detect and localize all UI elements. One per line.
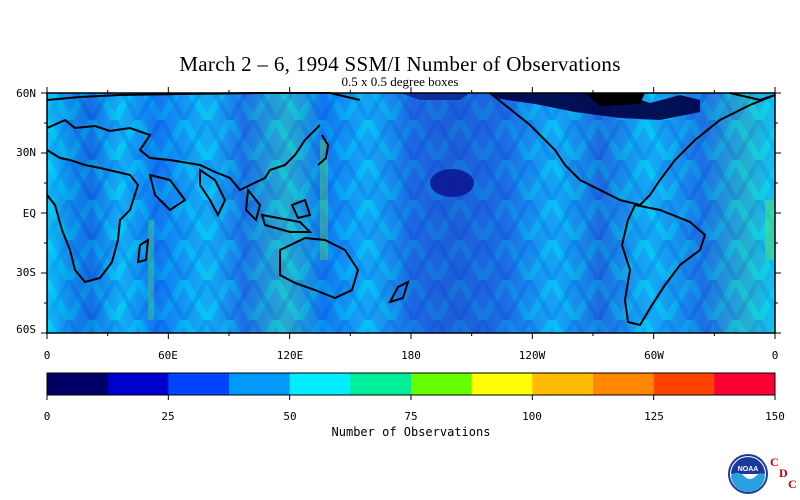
coastlines	[46, 92, 776, 327]
lon-label-0-end: 0	[771, 349, 779, 362]
colorbar-segment	[532, 373, 594, 395]
cdc-letter-c2: C	[788, 477, 797, 491]
map-subtitle: 0.5 x 0.5 degree boxes	[341, 74, 459, 89]
colorbar-segment	[411, 373, 473, 395]
colorbar-segment	[289, 373, 351, 395]
cdc-letter-c1: C	[770, 455, 779, 469]
colorbar-tick-75: 75	[404, 410, 418, 423]
lon-label-120e: 120E	[276, 349, 304, 362]
lat-label-60s: 60S	[16, 323, 36, 336]
lat-label-30s: 30S	[16, 266, 36, 279]
colorbar-tick-100: 100	[522, 410, 542, 423]
cdc-letter-d: D	[779, 466, 788, 480]
colorbar-tick-50: 50	[283, 410, 297, 423]
observation-field	[47, 93, 775, 333]
map-title: March 2 – 6, 1994 SSM/I Number of Observ…	[179, 52, 621, 76]
lat-label-60n: 60N	[16, 87, 36, 100]
colorbar-segment	[229, 373, 291, 395]
noaa-logo-text: NOAA	[738, 466, 759, 473]
colorbar-segment	[714, 373, 776, 395]
lon-label-0: 0	[43, 349, 51, 362]
colorbar-tick-0: 0	[43, 410, 51, 423]
colorbar-tick-150: 150	[765, 410, 785, 423]
lat-label-30n: 30N	[16, 146, 36, 159]
colorbar-segment	[653, 373, 715, 395]
lon-label-60e: 60E	[158, 349, 178, 362]
colorbar-tick-25: 25	[161, 410, 175, 423]
lon-label-120w: 120W	[518, 349, 546, 362]
lon-label-60w: 60W	[644, 349, 664, 362]
colorbar-tick-125: 125	[644, 410, 664, 423]
colorbar-segment	[593, 373, 655, 395]
colorbar-segment	[107, 373, 169, 395]
colorbar-segment	[47, 373, 109, 395]
colorbar-segment	[350, 373, 412, 395]
colorbar	[46, 373, 776, 400]
lat-label-eq: EQ	[22, 207, 36, 220]
colorbar-title: Number of Observations	[331, 425, 491, 439]
lon-label-180: 180	[401, 349, 421, 362]
colorbar-frame	[46, 372, 776, 396]
noaa-logo: NOAA	[728, 454, 768, 494]
colorbar-segment	[168, 373, 230, 395]
colorbar-segment	[471, 373, 533, 395]
